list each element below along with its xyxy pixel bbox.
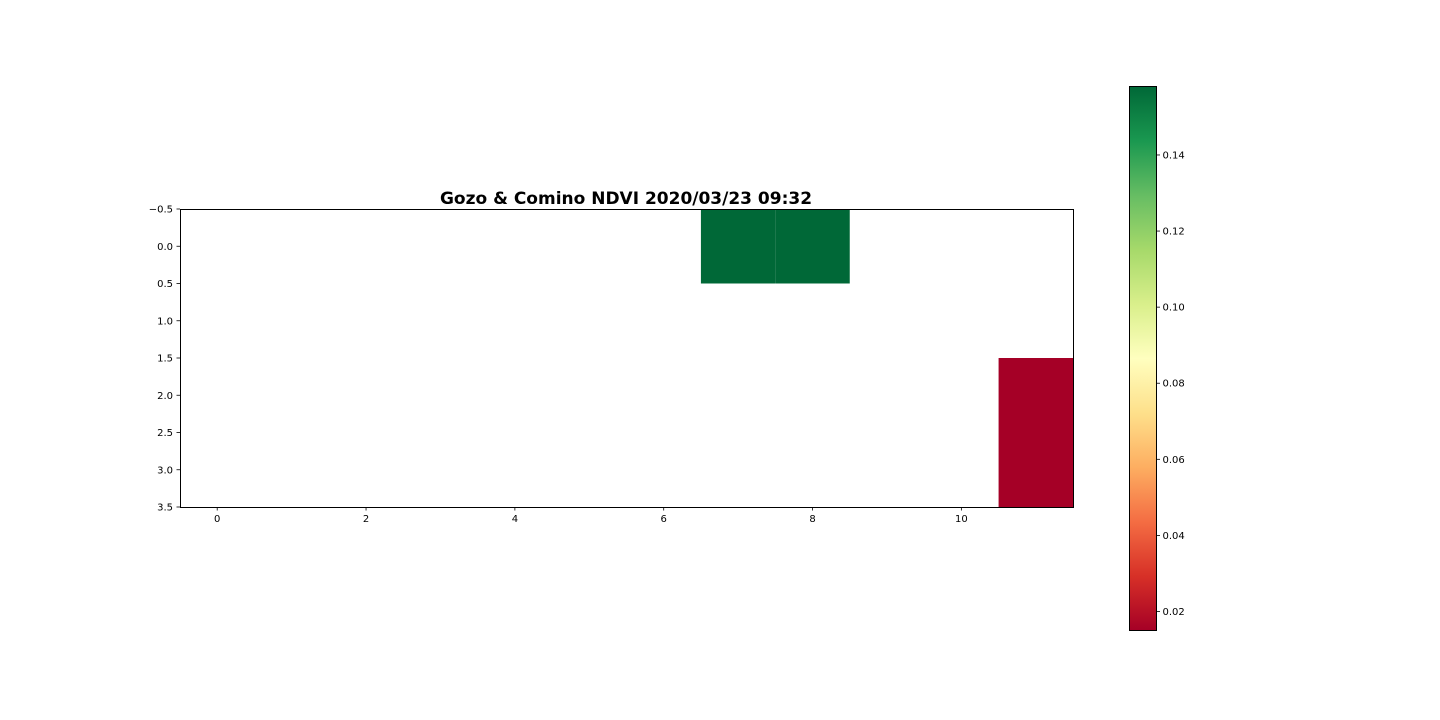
x-tick-label: 0 [214,514,220,525]
plot-frame [180,209,1074,508]
y-tick-label: 0.5 [157,279,173,290]
x-tick-label: 4 [512,514,518,525]
colorbar-tick-label: 0.08 [1163,379,1185,390]
colorbar-tick-label: 0.10 [1163,303,1185,314]
y-tick-label: 2.0 [157,391,173,402]
colorbar-tick-label: 0.06 [1163,455,1185,466]
y-axis: −0.5 0.0 0.5 1.0 1.5 2.0 2.5 3.0 3.5 [149,205,180,514]
y-tick-label: −0.5 [149,205,173,216]
colorbar-frame [1129,86,1157,631]
x-tick-label: 8 [809,514,815,525]
heatmap-cell [998,358,1073,433]
x-tick-label: 6 [661,514,667,525]
x-tick-label: 10 [955,514,968,525]
y-tick-label: 1.0 [157,316,173,327]
colorbar-tick-label: 0.12 [1163,227,1185,238]
x-tick-label: 2 [363,514,369,525]
chart-title: Gozo & Comino NDVI 2020/03/23 09:32 [440,189,812,209]
heatmap-cells [700,209,1073,507]
heatmap-cell [998,432,1073,507]
y-tick-label: 1.5 [157,354,173,365]
y-tick-label: 3.0 [157,465,173,476]
y-tick-label: 2.5 [157,428,173,439]
y-tick-label: 0.0 [157,242,173,253]
colorbar-tick-label: 0.04 [1163,531,1185,542]
heatmap-cell [775,209,850,284]
heatmap-cell [700,209,776,284]
x-axis: 0 2 4 6 8 10 [214,507,968,525]
y-tick-label: 3.5 [157,503,173,514]
colorbar [1129,86,1157,631]
colorbar-tick-label: 0.14 [1163,150,1185,161]
colorbar-axis: 0.02 0.04 0.06 0.08 0.10 0.12 0.14 [1156,150,1185,618]
colorbar-tick-label: 0.02 [1163,607,1185,618]
